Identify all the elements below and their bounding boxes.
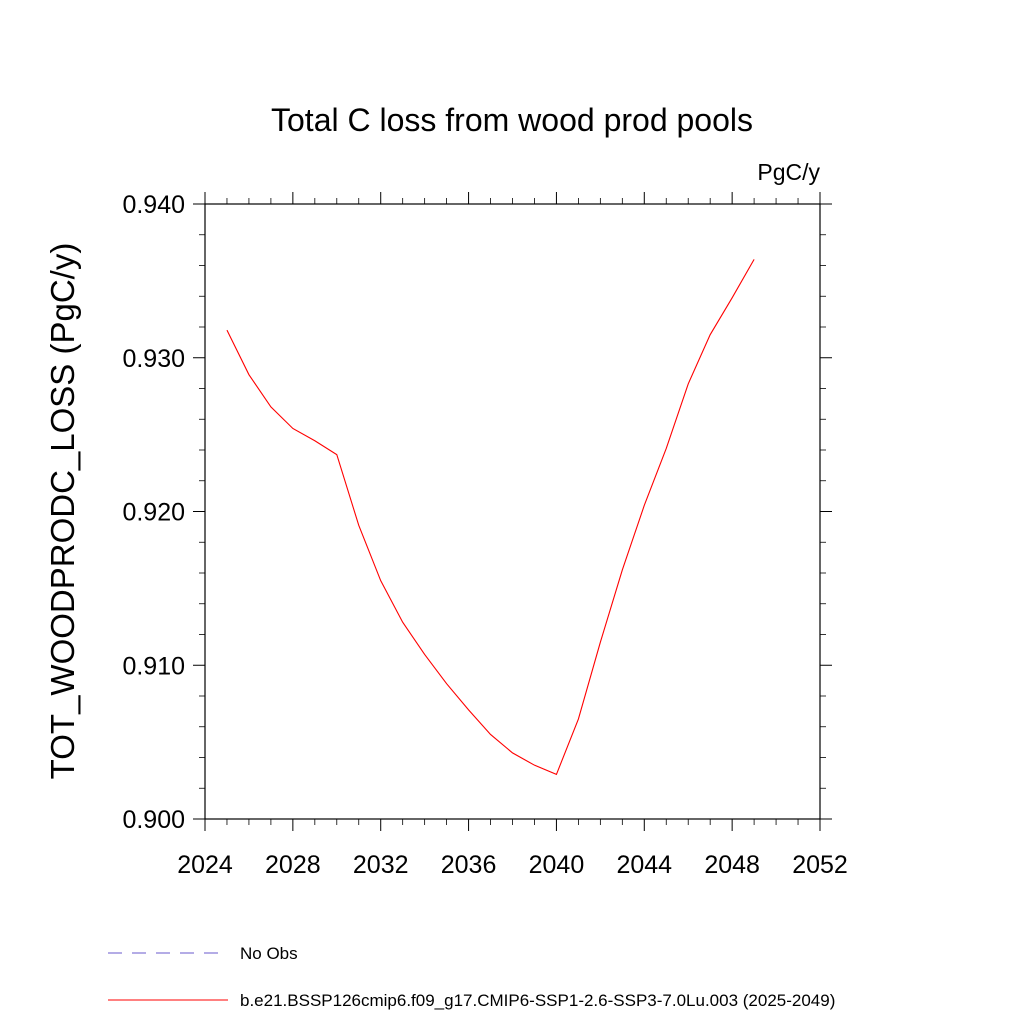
legend-label-1: b.e21.BSSP126cmip6.f09_g17.CMIP6-SSP1-2.… (240, 991, 835, 1010)
plot-frame (204, 203, 821, 820)
x-tick-label: 2032 (353, 851, 409, 879)
x-tick-label: 2048 (704, 851, 760, 879)
units-label: PgC/y (757, 159, 820, 185)
series-line-0 (226, 259, 755, 776)
y-tick-label: 0.900 (122, 806, 185, 834)
x-tick-labels: 2024 2028 2032 2036 2040 2044 2048 2052 (177, 851, 848, 879)
y-axis-label: TOT_WOODPRODC_LOSS (PgC/y) (44, 243, 81, 780)
y-tick-labels: 0.900 0.910 0.920 0.930 0.940 (122, 191, 185, 834)
x-tick-label: 2036 (441, 851, 497, 879)
x-tick-label: 2044 (616, 851, 672, 879)
x-tick-label: 2028 (265, 851, 321, 879)
axis-ticks (193, 192, 832, 831)
chart-title: Total C loss from wood prod pools (271, 102, 753, 138)
x-tick-label: 2052 (792, 851, 848, 879)
legend: No Obs b.e21.BSSP126cmip6.f09_g17.CMIP6-S… (108, 944, 835, 1010)
y-tick-label: 0.910 (122, 652, 185, 680)
y-tick-label: 0.930 (122, 345, 185, 373)
x-tick-label: 2024 (177, 851, 233, 879)
y-tick-label: 0.920 (122, 499, 185, 527)
series-layer (226, 259, 755, 776)
y-tick-label: 0.940 (122, 191, 185, 219)
x-tick-label: 2040 (529, 851, 585, 879)
legend-label-0: No Obs (240, 944, 298, 963)
